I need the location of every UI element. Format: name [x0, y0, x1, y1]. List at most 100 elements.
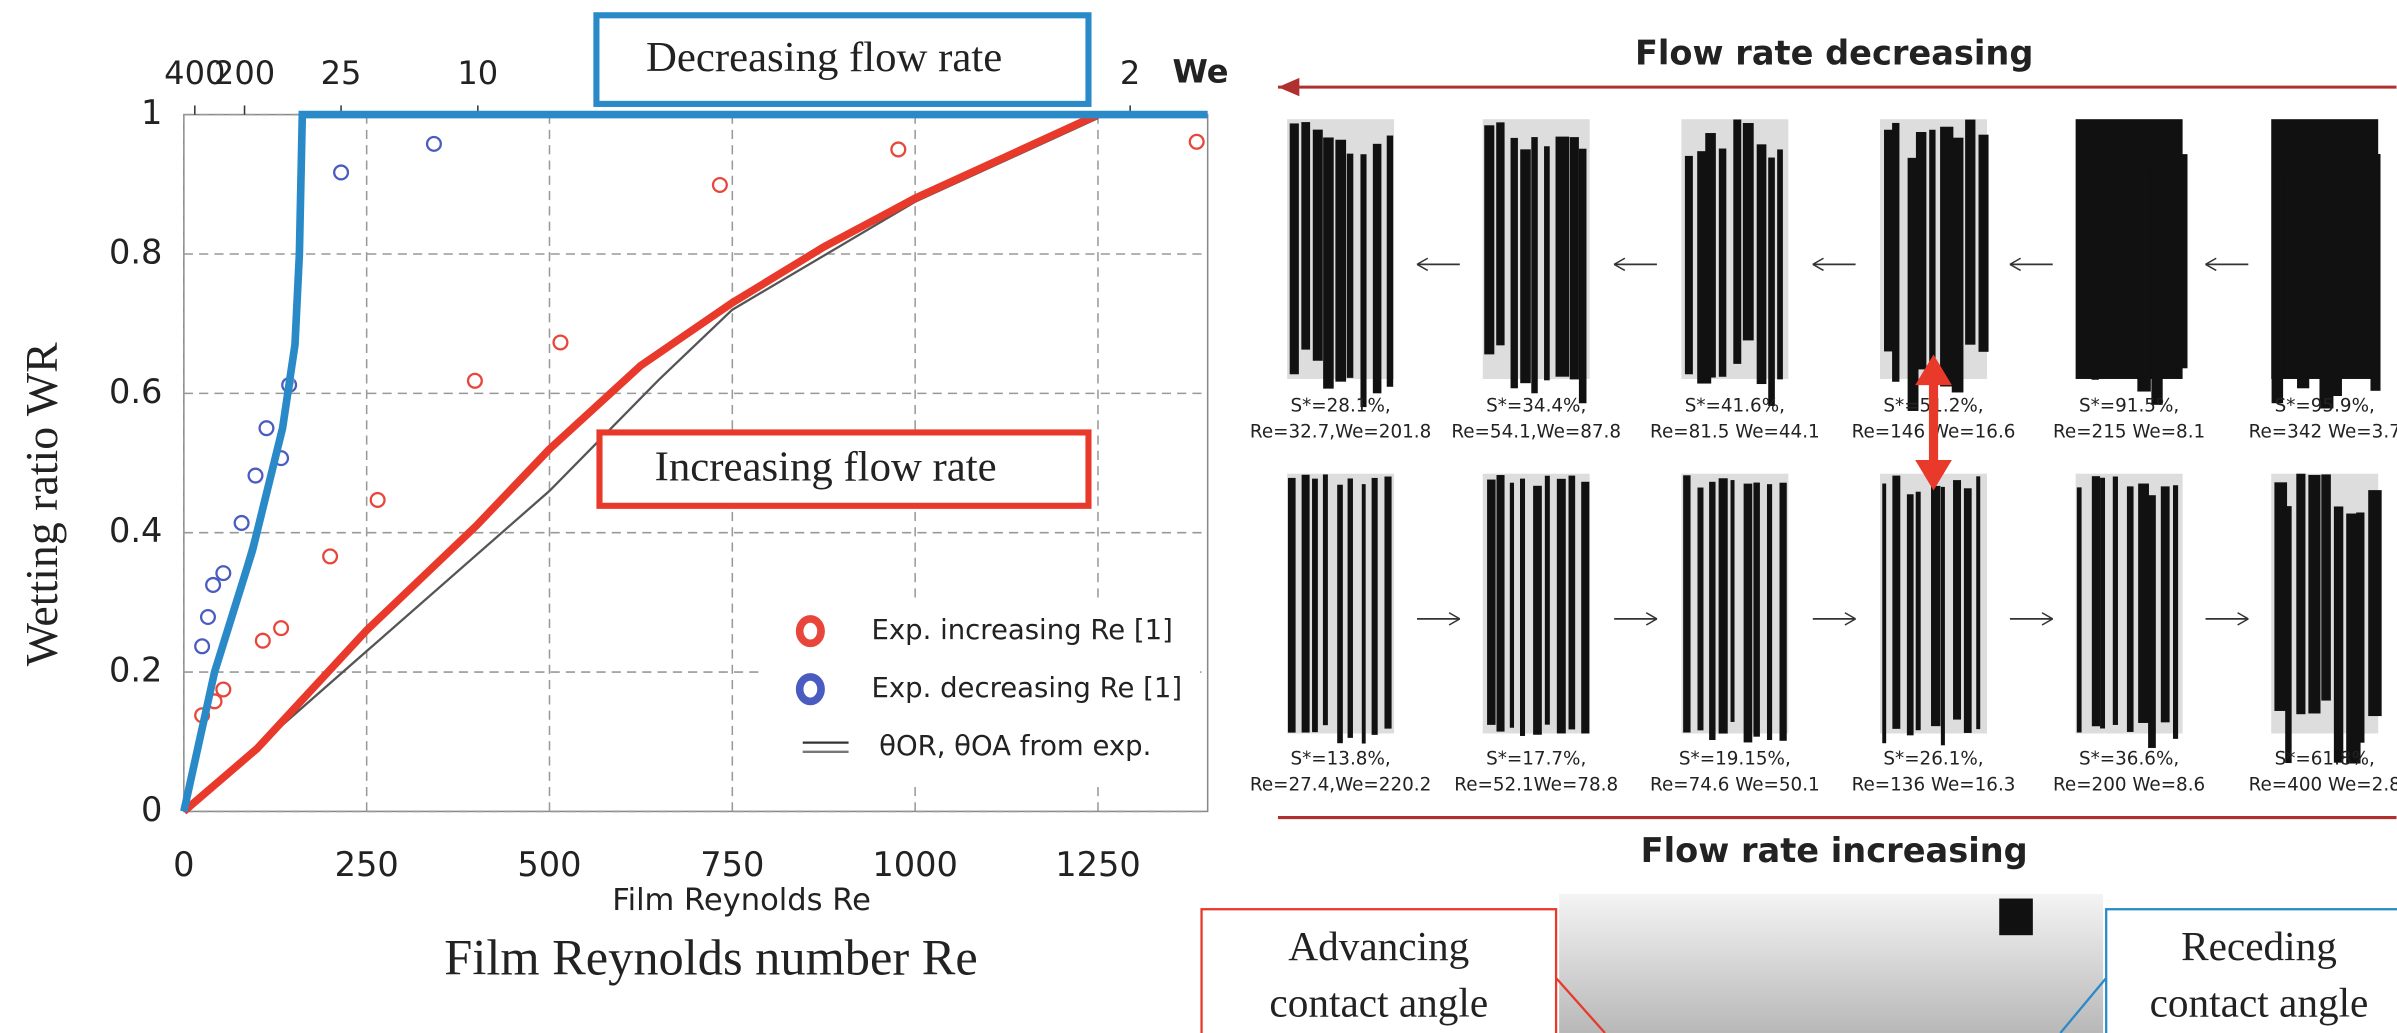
film-caption: Re=81.5 We=44.1 [1650, 421, 1820, 442]
callout-text: contact angle [2150, 979, 2369, 1025]
film-rivulet [1323, 474, 1328, 725]
x-tick-label: 0 [173, 845, 194, 884]
data-point [206, 578, 220, 592]
legend-label: θOR, θOA from exp. [879, 730, 1151, 762]
data-point [371, 493, 385, 507]
legend-label: Exp. increasing Re [1] [871, 614, 1172, 646]
film-rivulet [1976, 476, 1980, 729]
film-rivulet [1372, 478, 1378, 735]
film-rivulet [1312, 479, 1318, 733]
film-rivulet [1965, 120, 1975, 345]
film-image [1483, 474, 1590, 736]
data-point [260, 421, 274, 435]
data-point [468, 374, 482, 388]
y-tick-label: 0.2 [109, 651, 162, 690]
x-tick-label: 500 [517, 845, 581, 884]
film-caption: S*=36.6%, [2079, 748, 2179, 769]
film-rivulet [1556, 137, 1570, 377]
x-axis-title: Film Reynolds number Re [444, 929, 977, 985]
film-rivulet [2356, 512, 2364, 742]
data-point [554, 336, 568, 350]
film-rivulet [2077, 487, 2082, 732]
film-caption: S*=17.7%, [1486, 748, 1586, 769]
film-rivulet [1719, 149, 1726, 377]
film-rivulet [1533, 486, 1542, 735]
film-rivulet [1952, 138, 1964, 393]
film-rivulet [1979, 135, 1989, 352]
film-rivulet [1929, 130, 1935, 376]
data-point [891, 143, 905, 157]
film-rivulet [1777, 149, 1783, 379]
film-caption: S*=26.1%, [1883, 748, 1983, 769]
top-tick-label: 25 [321, 54, 362, 92]
film-rivulet [1288, 478, 1296, 733]
film-rivulet [1384, 477, 1391, 729]
film-caption: Re=400 We=2.8 [2249, 774, 2397, 795]
film-rivulet [1313, 130, 1323, 361]
film-rivulet [2368, 490, 2381, 716]
film-image [1287, 119, 1394, 407]
film-rivulet [1953, 480, 1961, 719]
film-rivulet [1753, 483, 1759, 737]
film-rivulet [1964, 488, 1972, 733]
film-rivulet [2334, 506, 2343, 762]
data-point [1190, 135, 1204, 149]
y-tick-label: 1 [141, 93, 162, 132]
data-point [249, 469, 263, 483]
film-rivulet [2148, 495, 2156, 748]
callout-text: contact angle [1269, 979, 1488, 1025]
top-tick-label: 2 [1120, 54, 1140, 92]
film-caption: Re=200 We=8.6 [2053, 774, 2205, 795]
film-rivulet [1579, 149, 1587, 404]
film-rivulet [1570, 137, 1579, 379]
film-rivulet [1569, 476, 1576, 730]
film-caption: Re=52.1We=78.8 [1454, 774, 1618, 795]
film-rivulet [2173, 485, 2178, 739]
film-caption: Re=27.4,We=220.2 [1250, 774, 1431, 795]
arrow-head [1278, 78, 1299, 96]
film-caption: Re=136 We=16.3 [1852, 774, 2016, 795]
panel-title: Flow rate decreasing [1635, 34, 2033, 73]
film-rivulet [2297, 170, 2309, 388]
film-rivulet [2125, 126, 2137, 336]
legend-label: Exp. decreasing Re [1] [871, 672, 1182, 704]
film-rivulet [2079, 134, 2093, 374]
film-caption: S*=34.4%, [1486, 395, 1586, 416]
callout-text: Receding [2181, 923, 2337, 969]
film-image [1681, 119, 1788, 406]
film-image [2271, 474, 2381, 764]
film-rivulet [2175, 154, 2187, 368]
film-caption: S*=19.15%, [1679, 748, 1791, 769]
film-rivulet [1387, 136, 1393, 387]
film-caption: Re=342 We=3.7 [2249, 421, 2397, 442]
film-rivulet [1683, 475, 1690, 732]
film-image [1880, 474, 1987, 746]
data-point [323, 550, 337, 564]
film-rivulet [1697, 488, 1703, 731]
film-caption: S*=61.8%, [2275, 748, 2375, 769]
film-rivulet [2285, 163, 2299, 377]
callout-text: Advancing [1288, 923, 1469, 969]
film-rivulet [2308, 475, 2320, 714]
data-point [713, 178, 727, 192]
y-tick-label: 0.8 [109, 232, 162, 271]
film-rivulet [1685, 156, 1693, 374]
film-rivulet [1360, 154, 1366, 407]
data-point [201, 610, 215, 624]
data-point [235, 516, 249, 530]
film-image [1287, 474, 1394, 744]
film-caption: Re=32.7,We=201.8 [1250, 421, 1431, 442]
data-point [216, 683, 230, 697]
film-rivulet [1347, 154, 1354, 378]
film-rivulet [1531, 137, 1537, 393]
film-caption: Re=215 We=8.1 [2053, 421, 2205, 442]
y-tick-label: 0.6 [109, 372, 162, 411]
film-rivulet [1892, 476, 1900, 729]
film-image [2271, 119, 2380, 408]
film-rivulet [1496, 122, 1504, 345]
film-rivulet [1484, 125, 1494, 354]
film-caption: S*=13.8%, [1291, 748, 1391, 769]
film-rivulet [2274, 482, 2287, 711]
y-tick-label: 0 [141, 790, 162, 829]
film-rivulet [1757, 144, 1767, 384]
